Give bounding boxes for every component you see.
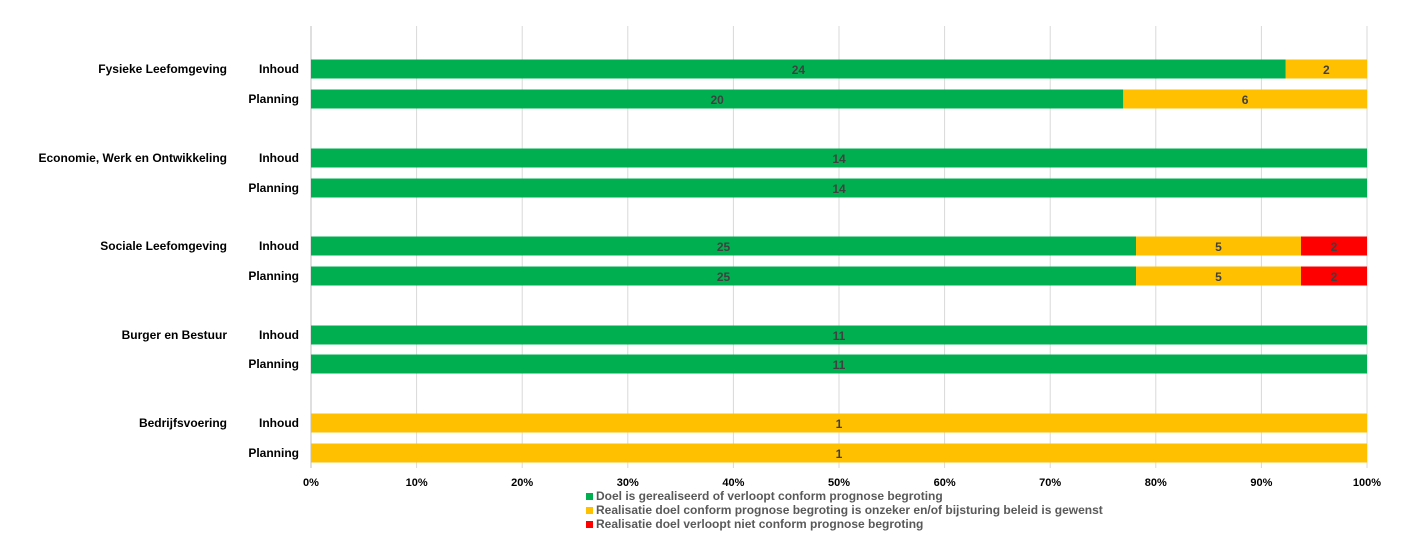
legend-item-green: Doel is gerealiseerd of verloopt conform… bbox=[586, 489, 1103, 503]
bar-segment bbox=[1301, 236, 1367, 256]
bar-segment bbox=[1136, 266, 1301, 286]
x-tick-label: 0% bbox=[303, 477, 319, 489]
data-label: 2 bbox=[1323, 63, 1330, 77]
x-tick-label: 50% bbox=[828, 477, 850, 489]
data-label: 14 bbox=[832, 182, 846, 196]
bar-segment bbox=[311, 148, 1367, 168]
data-label: 6 bbox=[1242, 93, 1249, 107]
row-label: Planning bbox=[248, 446, 299, 460]
row-label: Inhoud bbox=[259, 151, 299, 165]
row-label: Inhoud bbox=[259, 239, 299, 253]
bar-segment bbox=[311, 325, 1367, 345]
x-tick-label: 10% bbox=[406, 477, 428, 489]
legend-swatch-red bbox=[586, 520, 593, 528]
data-label: 25 bbox=[717, 240, 731, 254]
x-tick-label: 80% bbox=[1145, 477, 1167, 489]
data-label: 14 bbox=[832, 152, 846, 166]
data-label: 11 bbox=[833, 329, 846, 343]
data-label: 1 bbox=[836, 447, 843, 461]
group-label: Sociale Leefomgeving bbox=[100, 239, 227, 253]
group-label: Bedrijfsvoering bbox=[139, 416, 227, 430]
x-tick-label: 100% bbox=[1353, 477, 1381, 489]
row-label: Planning bbox=[248, 181, 299, 195]
data-label: 5 bbox=[1215, 270, 1222, 284]
row-label: Inhoud bbox=[259, 328, 299, 342]
x-tick-label: 60% bbox=[934, 477, 956, 489]
bar-segment bbox=[1123, 89, 1367, 109]
data-label: 20 bbox=[710, 93, 724, 107]
bar-segment bbox=[1285, 59, 1367, 79]
bar-segment bbox=[1301, 266, 1367, 286]
data-label: 24 bbox=[792, 63, 806, 77]
x-tick-label: 20% bbox=[511, 477, 533, 489]
legend-item-red: Realisatie doel verloopt niet conform pr… bbox=[586, 517, 1103, 531]
bar-segment bbox=[311, 354, 1367, 374]
bar-segment bbox=[311, 89, 1124, 109]
legend-label-amber: Realisatie doel conform prognose begroti… bbox=[596, 503, 1103, 517]
row-label: Inhoud bbox=[259, 416, 299, 430]
legend-swatch-amber bbox=[586, 506, 593, 514]
row-label: Planning bbox=[248, 357, 299, 371]
data-label: 25 bbox=[717, 270, 731, 284]
x-tick-label: 30% bbox=[617, 477, 639, 489]
bar-segment bbox=[311, 443, 1367, 463]
x-tick-label: 90% bbox=[1250, 477, 1272, 489]
row-label: Inhoud bbox=[259, 62, 299, 76]
bar-segment bbox=[311, 59, 1286, 79]
data-label: 2 bbox=[1331, 240, 1338, 254]
data-label: 2 bbox=[1331, 270, 1338, 284]
bar-segment bbox=[1136, 236, 1301, 256]
data-label: 11 bbox=[833, 358, 846, 372]
legend-label-red: Realisatie doel verloopt niet conform pr… bbox=[596, 517, 924, 531]
legend-label-green: Doel is gerealiseerd of verloopt conform… bbox=[596, 489, 943, 503]
bar-segment bbox=[311, 178, 1367, 198]
group-label: Economie, Werk en Ontwikkeling bbox=[39, 151, 228, 165]
group-label: Burger en Bestuur bbox=[122, 328, 228, 342]
bar-segment bbox=[311, 236, 1136, 256]
row-label: Planning bbox=[248, 269, 299, 283]
x-tick-label: 40% bbox=[722, 477, 744, 489]
bar-segment bbox=[311, 266, 1136, 286]
row-label: Planning bbox=[248, 92, 299, 106]
legend: Doel is gerealiseerd of verloopt conform… bbox=[586, 489, 1103, 531]
data-label: 1 bbox=[836, 417, 843, 431]
legend-swatch-green bbox=[586, 492, 593, 500]
data-label: 5 bbox=[1215, 240, 1222, 254]
legend-item-amber: Realisatie doel conform prognose begroti… bbox=[586, 503, 1103, 517]
bar-segment bbox=[311, 413, 1367, 433]
x-tick-label: 70% bbox=[1039, 477, 1061, 489]
group-label: Fysieke Leefomgeving bbox=[98, 62, 227, 76]
